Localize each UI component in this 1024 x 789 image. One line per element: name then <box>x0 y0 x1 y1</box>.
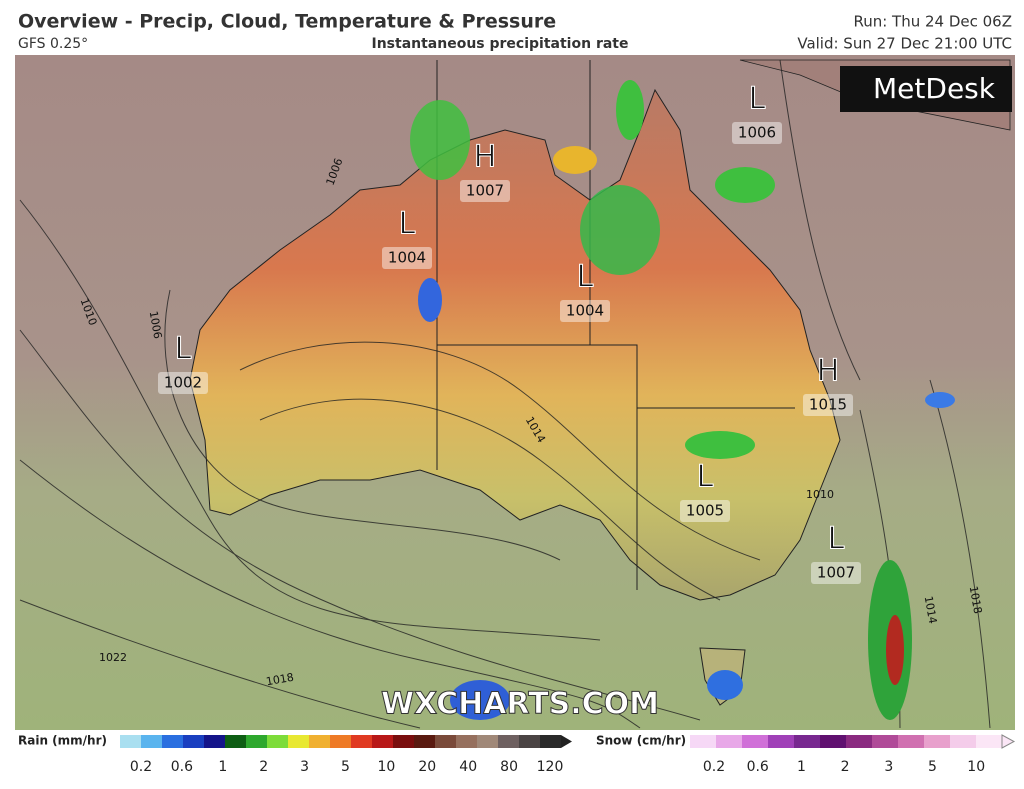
pressure-label-box <box>460 180 510 202</box>
legend-swatch <box>309 735 330 748</box>
isobar-label: 1010 <box>806 488 834 501</box>
legend-swatch <box>267 735 288 748</box>
legend-swatch <box>330 735 351 748</box>
pressure-label-box <box>680 500 730 522</box>
rain-tick-label: 1 <box>218 759 227 775</box>
legend-swatch <box>120 735 141 748</box>
rain-tick-label: 10 <box>377 759 395 775</box>
logo: MetDesk <box>873 72 996 105</box>
pressure-label-box <box>811 562 861 584</box>
legend-swatch <box>498 735 519 748</box>
snow-legend-label: Snow (cm/hr) <box>596 734 686 748</box>
pressure-symbol: L <box>577 260 594 295</box>
pressure-symbol: L <box>828 522 845 557</box>
legend-swatch <box>690 735 716 748</box>
pressure-symbol: H <box>474 140 497 175</box>
legend-swatch <box>519 735 540 748</box>
rain-tick-label: 2 <box>259 759 268 775</box>
pressure-value: 1002 <box>164 374 202 392</box>
legend-swatch <box>288 735 309 748</box>
pressure-value: 1007 <box>466 182 504 200</box>
snow-tick-label: 10 <box>967 759 985 775</box>
legend-swatch <box>768 735 794 748</box>
pressure-label-box <box>803 394 853 416</box>
rain-tick-label: 80 <box>500 759 518 775</box>
legend-swatch <box>742 735 768 748</box>
model: GFS 0.25° <box>18 36 88 52</box>
legend-swatch <box>820 735 846 748</box>
legend-swatch <box>246 735 267 748</box>
rain-tick-label: 3 <box>300 759 309 775</box>
legend-swatch <box>846 735 872 748</box>
logo-box <box>840 66 1012 112</box>
pressure-label-box <box>158 372 208 394</box>
run-time: Run: Thu 24 Dec 06Z <box>853 13 1012 31</box>
legend-swatch <box>794 735 820 748</box>
rain-tick-label: 120 <box>537 759 564 775</box>
legend-swatch <box>435 735 456 748</box>
snow-tick-label: 0.6 <box>747 759 769 775</box>
pressure-label-box <box>382 247 432 269</box>
legend-swatch <box>924 735 950 748</box>
isobar-label: 1006 <box>147 310 165 340</box>
title: Overview - Precip, Cloud, Temperature & … <box>18 11 556 33</box>
isobar-label: 1018 <box>967 585 985 615</box>
legend-swatch <box>950 735 976 748</box>
state-borders <box>436 60 795 590</box>
legend-swatch <box>393 735 414 748</box>
snow-tick-label: 2 <box>841 759 850 775</box>
legend-swatch <box>477 735 498 748</box>
legend-swatch <box>225 735 246 748</box>
legend-swatch <box>372 735 393 748</box>
isobar-label: 1022 <box>99 651 127 664</box>
snow-tick-label: 3 <box>884 759 893 775</box>
pressure-value: 1007 <box>817 564 855 582</box>
subtitle: Instantaneous precipitation rate <box>372 36 629 52</box>
snow-tick-label: 5 <box>928 759 937 775</box>
legend-swatch <box>204 735 225 748</box>
pressure-label-box <box>560 300 610 322</box>
legend-swatch <box>540 735 561 748</box>
pressure-value: 1015 <box>809 396 847 414</box>
snow-tick-label: 0.2 <box>703 759 725 775</box>
legend-arrow <box>1001 734 1016 749</box>
pressure-symbol: L <box>749 82 766 117</box>
rain-tick-label: 0.6 <box>171 759 193 775</box>
isobar-label: 1014 <box>922 595 940 625</box>
pressure-value: 1005 <box>686 502 724 520</box>
isobar-label: 1018 <box>265 671 295 689</box>
valid-time: Valid: Sun 27 Dec 21:00 UTC <box>797 35 1012 53</box>
pressure-label-box <box>732 122 782 144</box>
legend-swatch <box>976 735 1002 748</box>
pressure-value: 1006 <box>738 124 776 142</box>
legend-swatch <box>183 735 204 748</box>
precipitation <box>410 80 955 720</box>
rain-tick-label: 20 <box>418 759 436 775</box>
rain-tick-label: 0.2 <box>130 759 152 775</box>
legend-swatch <box>351 735 372 748</box>
pressure-symbol: L <box>399 207 416 242</box>
legend-swatch <box>898 735 924 748</box>
isobars <box>19 59 991 729</box>
legend-swatch <box>456 735 477 748</box>
legend-swatch <box>414 735 435 748</box>
pressure-symbol: L <box>697 460 714 495</box>
pressure-value: 1004 <box>566 302 604 320</box>
pressure-symbol: H <box>817 354 840 389</box>
pressure-value: 1004 <box>388 249 426 267</box>
legend-swatch <box>141 735 162 748</box>
legend-arrow <box>561 735 572 748</box>
rain-tick-label: 40 <box>459 759 477 775</box>
watermark: WXCHARTS.COM <box>381 687 659 722</box>
legend-swatch <box>716 735 742 748</box>
pressure-symbol: L <box>175 332 192 367</box>
legend-swatch <box>872 735 898 748</box>
rain-legend-label: Rain (mm/hr) <box>18 734 107 748</box>
legend-swatch <box>162 735 183 748</box>
rain-tick-label: 5 <box>341 759 350 775</box>
snow-tick-label: 1 <box>797 759 806 775</box>
